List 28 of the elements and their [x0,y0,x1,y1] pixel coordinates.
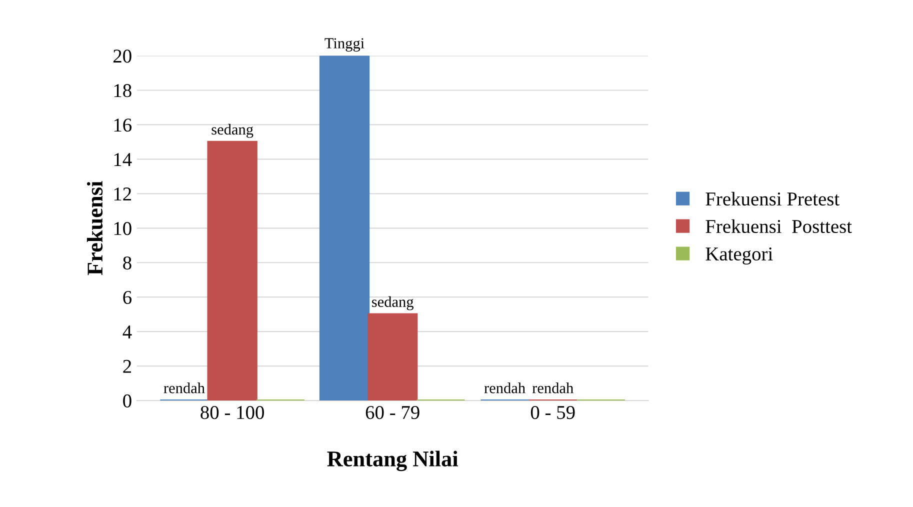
y-axis-title: Frekuensi [86,181,103,276]
data-label: rendah [484,382,526,394]
data-label: Tinggi [324,38,364,52]
legend-label: Kategori [706,247,773,265]
legend-label: Frekuensi Posttest [706,219,852,234]
data-label: sedang [212,124,254,138]
y-tick-label: 2 [123,360,132,373]
y-tick-label: 18 [114,84,132,98]
y-tick-label: 8 [123,256,132,270]
y-tick-label: 4 [122,326,132,338]
bar [207,140,258,401]
bar [368,313,418,401]
x-tick-label: 60 - 79 [366,406,420,420]
data-label: rendah [532,382,574,394]
y-tick-label: 6 [123,290,132,304]
y-tick-label: 16 [114,118,132,132]
x-tick-label: 0 - 59 [530,406,575,420]
legend-label: Frekuensi Pretest [706,192,840,206]
y-tick-label: 14 [114,153,132,166]
data-label: sedang [372,296,414,310]
y-tick-label: 0 [123,394,132,408]
data-label: rendah [164,382,205,394]
y-tick-label: 20 [114,50,132,63]
bar [319,56,370,401]
x-axis-title: Rentang Nilai [327,450,458,472]
x-tick-label: 80 - 100 [200,406,264,420]
y-tick-label: 12 [114,188,132,200]
y-tick-label: 10 [114,222,132,236]
